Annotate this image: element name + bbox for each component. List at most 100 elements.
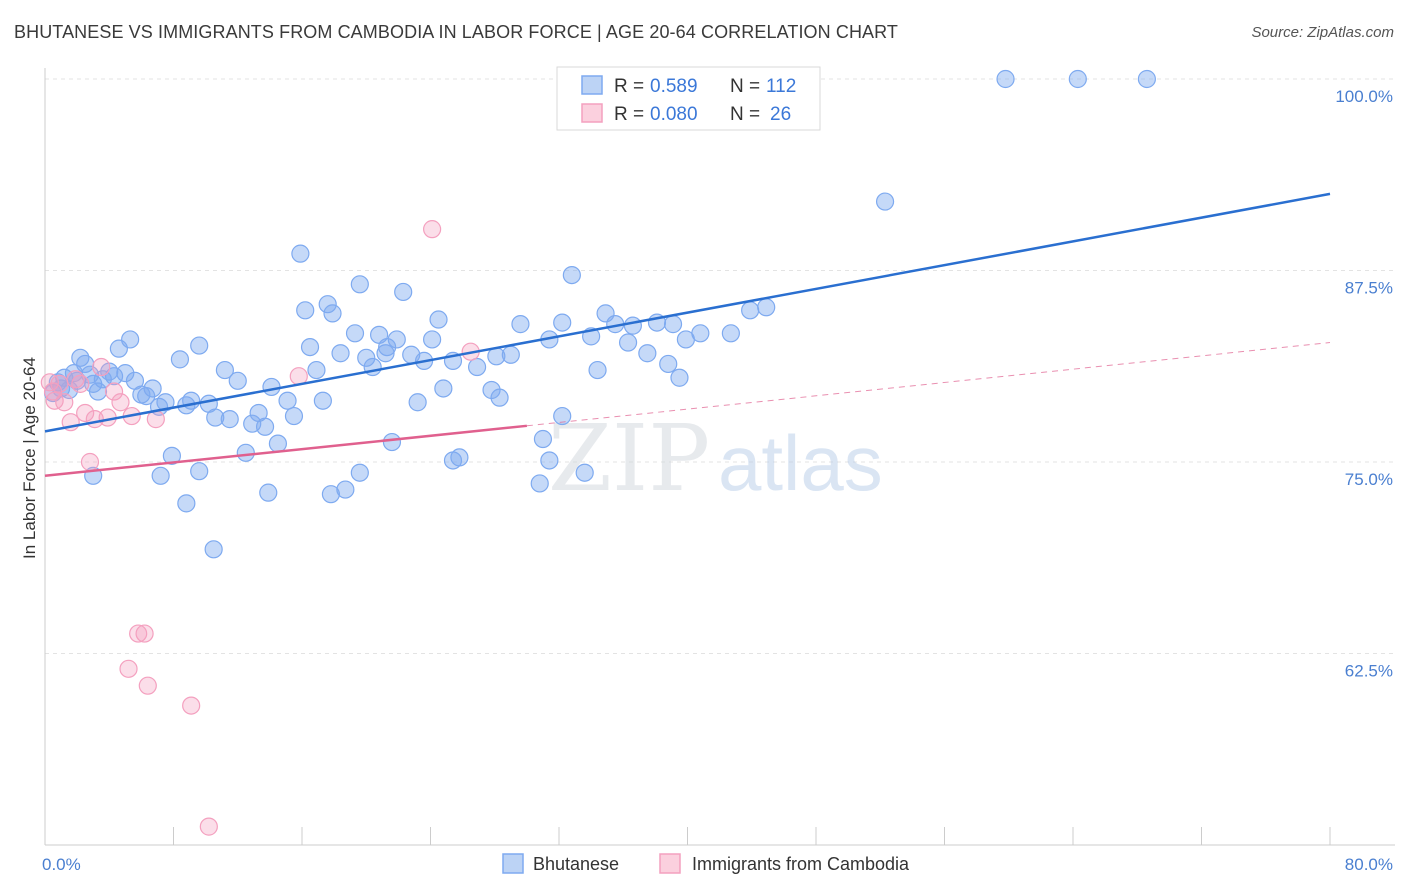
cambodia-point-23 (423, 220, 442, 239)
bhutanese-point-72 (501, 345, 520, 364)
cambodia-trend-line-dashed (526, 342, 1331, 427)
bhutanese-point-50 (336, 480, 355, 499)
bhutanese-point-73 (511, 315, 530, 334)
bhutanese-point-30 (206, 408, 225, 427)
bhutanese-point-78 (562, 265, 581, 285)
bhutanese-point-28 (190, 336, 209, 355)
bhutanese-point-107 (875, 192, 895, 211)
bhutanese-point-59 (394, 282, 413, 302)
bhutanese-point-45 (307, 360, 326, 380)
bhutanese-point-42 (291, 244, 310, 263)
bhutanese-point-38 (262, 377, 281, 397)
bhutanese-point-53 (357, 348, 376, 367)
bhutanese-point-97 (204, 540, 223, 559)
cambodia-point-12 (104, 382, 124, 401)
bhutanese-point-24 (162, 446, 181, 465)
cambodia-point-3 (55, 393, 74, 412)
correlation-legend: R = 0.589 N = 112 R = 0.080 N = 26 (556, 66, 821, 131)
bhutanese-point-100 (350, 463, 369, 482)
trend-lines (44, 192, 1331, 478)
bhutanese-point-98 (259, 483, 278, 502)
legend-swatch-cambodia (581, 103, 603, 123)
bhutanese-point-48 (323, 304, 342, 323)
bhutanese-point-46 (313, 391, 332, 410)
cambodia-point-7 (76, 403, 95, 423)
bhutanese-point-105 (540, 451, 559, 470)
bhutanese-point-51 (345, 324, 365, 343)
y-tick-label-2: 87.5% (1345, 279, 1393, 298)
cambodia-point-8 (80, 452, 100, 472)
watermark: ZIP atlas (548, 405, 883, 512)
bottom-legend-swatch-cambodia (659, 853, 681, 874)
bhutanese-point-21 (143, 379, 162, 398)
chart-title: BHUTANESE VS IMMIGRANTS FROM CAMBODIA IN… (14, 22, 899, 42)
bhutanese-point-80 (588, 360, 607, 380)
bottom-legend-label-cambodia: Immigrants from Cambodia (692, 854, 910, 874)
bhutanese-point-99 (321, 485, 341, 504)
x-tick-labels: 0.0% 80.0% (42, 855, 1393, 874)
bhutanese-point-94 (757, 298, 776, 317)
bhutanese-point-74 (530, 474, 549, 493)
bhutanese-point-16 (116, 364, 135, 383)
bhutanese-point-96 (190, 462, 209, 481)
bhutanese-point-92 (721, 324, 740, 343)
cambodia-point-6 (71, 374, 90, 393)
bhutanese-point-40 (278, 391, 297, 410)
legend-swatch-bhutanese (581, 75, 603, 95)
bhutanese-point-85 (638, 344, 657, 363)
bhutanese-point-58 (387, 330, 406, 349)
bhutanese-point-71 (490, 388, 509, 407)
cambodia-points (40, 220, 480, 836)
bhutanese-point-111 (376, 344, 395, 363)
bhutanese-point-77 (553, 313, 572, 332)
watermark-atlas: atlas (718, 419, 883, 507)
bhutanese-point-17 (121, 330, 140, 349)
cambodia-point-19 (138, 676, 157, 695)
legend-r-label-1: R = (614, 76, 644, 97)
bhutanese-point-7 (71, 348, 90, 367)
bhutanese-point-108 (996, 69, 1015, 89)
cambodia-point-16 (129, 624, 148, 643)
cambodia-trend-line-solid (44, 424, 528, 478)
bhutanese-point-49 (331, 344, 350, 363)
bhutanese-point-44 (300, 338, 320, 357)
legend-r-value-2: 0.080 (650, 104, 698, 125)
bhutanese-point-93 (741, 301, 760, 320)
legend-n-label-2: N = (730, 104, 760, 125)
bhutanese-point-104 (553, 406, 572, 426)
bhutanese-point-39 (268, 434, 288, 453)
y-axis-label: In Labor Force | Age 20-64 (20, 357, 39, 559)
cambodia-point-10 (92, 357, 111, 377)
bhutanese-point-109 (1068, 69, 1087, 89)
bhutanese-point-25 (170, 350, 190, 369)
bhutanese-point-32 (220, 410, 239, 429)
bhutanese-point-56 (378, 338, 397, 357)
bhutanese-point-14 (104, 367, 124, 386)
bhutanese-point-34 (236, 443, 255, 462)
bhutanese-point-41 (284, 406, 304, 426)
legend-r-label-2: R = (614, 104, 644, 125)
bhutanese-point-33 (228, 371, 247, 390)
bhutanese-point-68 (467, 357, 487, 377)
bhutanese-point-37 (255, 417, 275, 436)
x-tick-label-0: 0.0% (42, 855, 81, 874)
bhutanese-point-75 (533, 429, 553, 449)
bottom-legend-swatch-bhutanese (502, 853, 524, 874)
cambodia-point-17 (135, 624, 154, 643)
bhutanese-point-83 (618, 333, 638, 352)
bhutanese-point-95 (177, 494, 196, 513)
bhutanese-point-63 (423, 330, 442, 349)
y-tick-label-0: 62.5% (1345, 662, 1393, 681)
cambodia-point-18 (119, 659, 138, 678)
bhutanese-point-47 (318, 295, 337, 314)
x-tick-label-1: 80.0% (1345, 855, 1393, 874)
bhutanese-point-61 (408, 393, 427, 412)
legend-n-value-2: 26 (770, 104, 791, 125)
bhutanese-point-57 (382, 432, 402, 452)
bhutanese-point-84 (623, 316, 642, 335)
bhutanese-point-103 (443, 451, 463, 470)
y-tick-labels: 62.5% 75.0% 87.5% 100.0% (1335, 87, 1393, 681)
bhutanese-point-64 (429, 310, 448, 329)
cambodia-point-13 (111, 393, 130, 412)
